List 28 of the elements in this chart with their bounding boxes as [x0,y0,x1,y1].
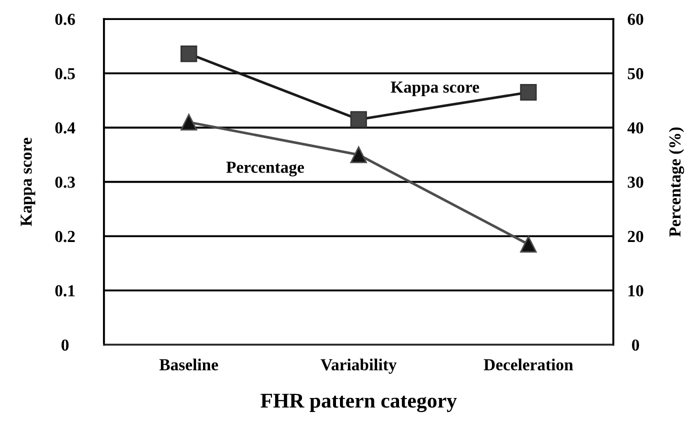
point [180,114,198,131]
y-tick-label: 0.2 [55,230,75,242]
series-label: Kappa score [390,82,480,96]
x-axis-title: FHR pattern category [260,394,457,412]
series-label: Percentage [226,162,304,176]
y-tick-label: 0.6 [55,14,75,26]
y2-axis-title: Percentage (%) [668,127,684,237]
y2-tick-label: 20 [628,230,644,242]
y2-tick-label: 30 [628,176,644,188]
y-tick-label: 0.1 [55,285,75,296]
y2-tick-label: 50 [628,68,644,80]
point [520,84,537,101]
y2-tick-label: 10 [628,285,644,296]
x-tick-label: Variability [320,358,397,374]
y-tick-label: 0.5 [55,68,75,80]
y-tick-label: 0.4 [55,122,76,134]
y-axis-title: Kappa score [20,138,36,226]
x-tick-label: Deceleration [484,358,574,370]
point [350,146,367,164]
y2-tick-label: 0 [632,339,640,351]
y2-tick-label: 40 [627,122,644,134]
point [520,236,537,253]
x-tick-label: Baseline [159,358,218,370]
point [180,45,198,62]
y2-tick-label: 60 [628,14,644,25]
point [350,111,367,128]
y-tick-label: 0 [62,339,69,351]
y-tick-label: 0.3 [55,176,75,188]
